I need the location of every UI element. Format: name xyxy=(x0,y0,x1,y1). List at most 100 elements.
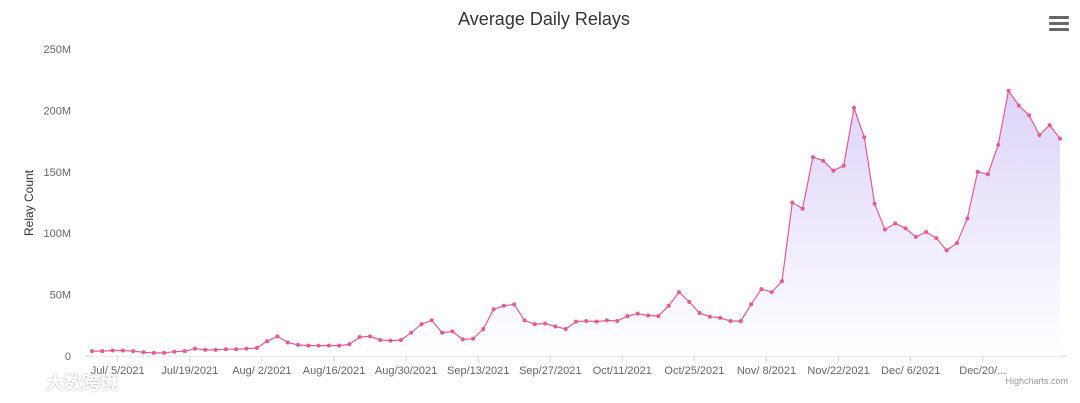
y-axis-title: Relay Count xyxy=(22,169,36,236)
data-point xyxy=(677,290,681,295)
data-point xyxy=(893,221,898,226)
x-tick-label: Jul/ 5/2021 xyxy=(91,365,145,377)
data-point xyxy=(800,206,805,211)
data-point xyxy=(841,163,846,168)
data-point xyxy=(1058,136,1062,141)
data-point xyxy=(254,346,259,350)
data-point xyxy=(244,346,249,351)
x-tick-label: Oct/11/2021 xyxy=(593,365,652,377)
data-point xyxy=(955,241,959,245)
data-point xyxy=(656,314,661,319)
data-point xyxy=(234,347,239,352)
data-point xyxy=(635,311,640,316)
data-point xyxy=(429,318,434,323)
data-point xyxy=(687,300,692,304)
data-point xyxy=(707,314,712,319)
data-point xyxy=(120,348,125,353)
data-point xyxy=(821,158,826,163)
data-point xyxy=(666,303,671,308)
data-point xyxy=(749,302,754,307)
data-point xyxy=(326,343,331,348)
data-point xyxy=(460,337,465,342)
data-point xyxy=(913,234,918,239)
data-point xyxy=(1027,113,1032,118)
data-point xyxy=(553,324,558,329)
data-point xyxy=(131,349,136,354)
data-point xyxy=(1006,88,1011,93)
data-point xyxy=(532,322,537,327)
y-tick-label: 100M xyxy=(43,228,71,240)
data-point xyxy=(944,248,949,253)
data-point xyxy=(213,347,218,352)
watermark-text: 大数跨境 xyxy=(46,373,118,393)
data-point xyxy=(584,319,589,323)
data-point xyxy=(780,279,784,284)
data-point xyxy=(440,330,445,335)
data-point xyxy=(563,327,568,331)
data-point xyxy=(1037,133,1042,137)
data-point xyxy=(831,168,836,173)
data-point xyxy=(615,319,620,323)
data-point xyxy=(718,315,723,320)
x-tick-label: Aug/ 2/2021 xyxy=(232,365,291,377)
menu-bar xyxy=(1049,16,1069,19)
y-tick-label: 0 xyxy=(65,351,71,363)
x-tick-label: Oct/25/2021 xyxy=(664,365,724,377)
y-tick-label: 50M xyxy=(50,290,71,302)
data-point xyxy=(501,303,506,308)
x-tick-label: Aug/16/2021 xyxy=(303,365,365,377)
data-point xyxy=(697,311,702,315)
data-point xyxy=(882,227,887,232)
data-point xyxy=(388,338,393,343)
data-point xyxy=(852,105,856,110)
x-tick-label: Sep/27/2021 xyxy=(519,365,581,377)
y-tick-label: 150M xyxy=(43,167,71,179)
data-point xyxy=(110,348,115,353)
data-point xyxy=(223,347,228,352)
data-point xyxy=(316,343,321,348)
data-point xyxy=(790,200,795,205)
data-point xyxy=(810,155,815,160)
data-point xyxy=(285,340,290,345)
data-point xyxy=(275,334,280,339)
data-point xyxy=(481,327,486,331)
data-point xyxy=(543,321,548,326)
data-point xyxy=(646,313,651,318)
data-point xyxy=(471,336,475,341)
x-tick-label: Nov/22/2021 xyxy=(807,365,869,377)
data-point xyxy=(296,342,300,347)
data-point xyxy=(409,330,414,335)
chart-title: Average Daily Relays xyxy=(458,9,630,29)
data-point xyxy=(347,342,352,347)
x-tick-label: Aug/30/2021 xyxy=(375,365,437,377)
data-point xyxy=(265,339,270,344)
hamburger-menu-icon[interactable] xyxy=(1049,16,1069,33)
data-point xyxy=(996,142,1001,147)
data-point xyxy=(924,230,929,234)
data-point xyxy=(965,216,970,221)
data-point xyxy=(522,318,527,323)
menu-bar xyxy=(1049,28,1069,31)
watermark: 大数跨境 xyxy=(10,369,118,395)
data-point xyxy=(872,201,877,206)
data-point xyxy=(357,335,362,339)
y-tick-label: 250M xyxy=(43,44,71,56)
x-tick-label: Sep/13/2021 xyxy=(447,365,509,377)
x-tick-label: Nov/ 8/2021 xyxy=(737,365,796,377)
data-point xyxy=(100,349,105,354)
data-point xyxy=(769,290,774,295)
data-point xyxy=(738,319,743,323)
data-point xyxy=(90,349,94,354)
data-point xyxy=(203,347,208,352)
data-point xyxy=(306,343,311,348)
credits-link[interactable]: Highcharts.com xyxy=(1005,376,1068,386)
x-tick-label: Jul/19/2021 xyxy=(161,365,218,377)
data-point xyxy=(162,350,167,355)
data-point xyxy=(728,319,733,323)
data-point xyxy=(862,135,867,140)
data-point xyxy=(975,169,980,174)
data-point xyxy=(903,226,908,231)
data-point xyxy=(1016,103,1021,108)
data-point xyxy=(450,329,455,334)
